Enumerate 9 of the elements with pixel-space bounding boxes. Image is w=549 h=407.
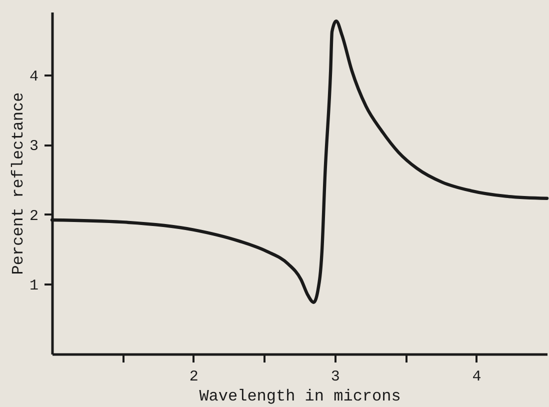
y-tick-label: 1 [29, 278, 38, 295]
y-axis-title: Percent reflectance [10, 92, 28, 275]
x-tick-label: 3 [330, 368, 340, 386]
x-axis-title: Wavelength in microns [199, 388, 401, 406]
y-tick-label: 2 [29, 208, 38, 225]
x-tick-label: 4 [472, 368, 482, 386]
x-tick-label: 2 [189, 368, 198, 386]
y-tick-label: 4 [29, 68, 38, 86]
y-tick-label: 3 [29, 138, 38, 156]
